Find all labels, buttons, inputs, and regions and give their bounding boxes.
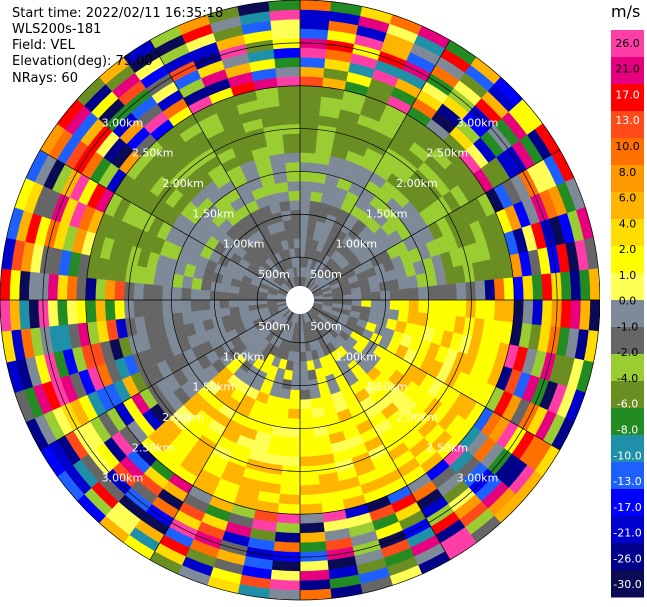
colorbar-cell	[611, 111, 644, 139]
range-ring-label: 1.00km	[336, 350, 378, 363]
colorbar-cell	[611, 489, 644, 517]
colorbar-tick-label: -13.0	[613, 475, 641, 488]
azimuth-spoke	[149, 40, 294, 289]
polar-grid	[0, 0, 600, 601]
colorbar-cell	[611, 30, 644, 58]
range-ring-label: 2.50km	[132, 441, 174, 454]
colorbar-cell	[611, 354, 644, 382]
range-ring-label: 2.00km	[162, 177, 204, 190]
colorbar-tick-label: 4.0	[619, 217, 637, 230]
colorbar-cell	[611, 219, 644, 247]
colorbar-tick-label: -1.0	[617, 320, 638, 333]
range-ring-label: 1.50km	[193, 381, 235, 394]
range-ring-label: 3.00km	[457, 116, 499, 129]
azimuth-spoke	[311, 149, 560, 294]
colorbar-tick-label: 10.0	[615, 140, 640, 153]
colorbar-cell	[611, 300, 644, 328]
colorbar-cell	[611, 84, 644, 112]
range-ring-label: 2.00km	[396, 411, 438, 424]
colorbar-tick-label: 6.0	[619, 192, 637, 205]
colorbar-tick-label: 1.0	[619, 269, 637, 282]
range-ring-label: 2.00km	[162, 411, 204, 424]
colorbar-cell	[611, 543, 644, 571]
colorbar-tick-label: -26.0	[613, 552, 641, 565]
colorbar-cell	[611, 57, 644, 85]
range-ring-label: 1.50km	[193, 207, 235, 220]
range-ring-label: 500m	[310, 268, 342, 281]
range-ring-label: 3.00km	[102, 472, 144, 485]
colorbar-cell	[611, 273, 644, 301]
range-ring-label: 1.50km	[366, 207, 408, 220]
range-ring-label: 1.50km	[366, 381, 408, 394]
range-ring-label: 1.00km	[336, 238, 378, 251]
colorbar-tick-label: -4.0	[617, 372, 638, 385]
nrays-label: NRays: 60	[12, 71, 78, 86]
colorbar-tick-label: -10.0	[613, 449, 641, 462]
elevation-label: Elevation(deg): 75.00	[12, 54, 153, 69]
range-ring-label: 2.50km	[132, 147, 174, 160]
colorbar-tick-label: 0.0	[619, 295, 637, 308]
colorbar-tick-label: -30.0	[613, 578, 641, 591]
range-ring-label: 500m	[258, 268, 290, 281]
range-ring-label: 3.00km	[457, 472, 499, 485]
range-ring-label: 2.50km	[426, 147, 468, 160]
instrument-label: WLS200s-181	[12, 22, 102, 37]
azimuth-spoke	[40, 149, 289, 294]
colorbar-cell	[611, 246, 644, 274]
azimuth-spoke	[149, 311, 294, 560]
field-label: Field: VEL	[12, 38, 75, 53]
colorbar-cell	[611, 570, 644, 598]
colorbar-tick-label: 17.0	[615, 88, 640, 101]
colorbar-tick-label: 21.0	[615, 63, 640, 76]
range-ring-label: 1.00km	[223, 238, 265, 251]
range-ring-labels: 500m 500m 500m 500m 1.00km 1.00km 1.00km 1.00km…	[102, 116, 499, 484]
range-ring-label: 500m	[310, 320, 342, 333]
colorbar-tick-label: -17.0	[613, 501, 641, 514]
azimuth-spoke	[306, 40, 451, 289]
colorbar-cell	[611, 462, 644, 490]
range-ring-label: 500m	[258, 320, 290, 333]
range-ring-label: 1.00km	[223, 350, 265, 363]
range-ring-label: 3.00km	[102, 116, 144, 129]
colorbar-unit: m/s	[611, 2, 640, 21]
colorbar-tick-label: -2.0	[617, 346, 638, 359]
colorbar-cell	[611, 165, 644, 193]
colorbar-cell	[611, 327, 644, 355]
colorbar-cell	[611, 516, 644, 544]
colorbar-tick-label: -6.0	[617, 398, 638, 411]
radar-center	[286, 286, 314, 314]
azimuth-spoke	[40, 306, 289, 451]
colorbar-cell	[611, 381, 644, 409]
colorbar-cell	[611, 408, 644, 436]
colorbar-tick-label: 13.0	[615, 114, 640, 127]
start-time-label: Start time: 2022/02/11 16:35:18	[12, 6, 224, 21]
range-ring-label: 2.00km	[396, 177, 438, 190]
colorbar-tick-label: 26.0	[615, 37, 640, 50]
ppi-plot: 500m 500m 500m 500m 1.00km 1.00km 1.00km 1.00km…	[0, 0, 600, 601]
colorbar-tick-label: -8.0	[617, 423, 638, 436]
colorbar-cell	[611, 138, 644, 166]
colorbar-cell	[611, 435, 644, 463]
azimuth-spoke	[306, 311, 451, 560]
azimuth-spoke	[311, 306, 560, 451]
colorbar-tick-label: -21.0	[613, 527, 641, 540]
colorbar-tick-label: 2.0	[619, 243, 637, 256]
range-ring-label: 2.50km	[426, 441, 468, 454]
colorbar-tick-label: 8.0	[619, 166, 637, 179]
colorbar-cell	[611, 192, 644, 220]
